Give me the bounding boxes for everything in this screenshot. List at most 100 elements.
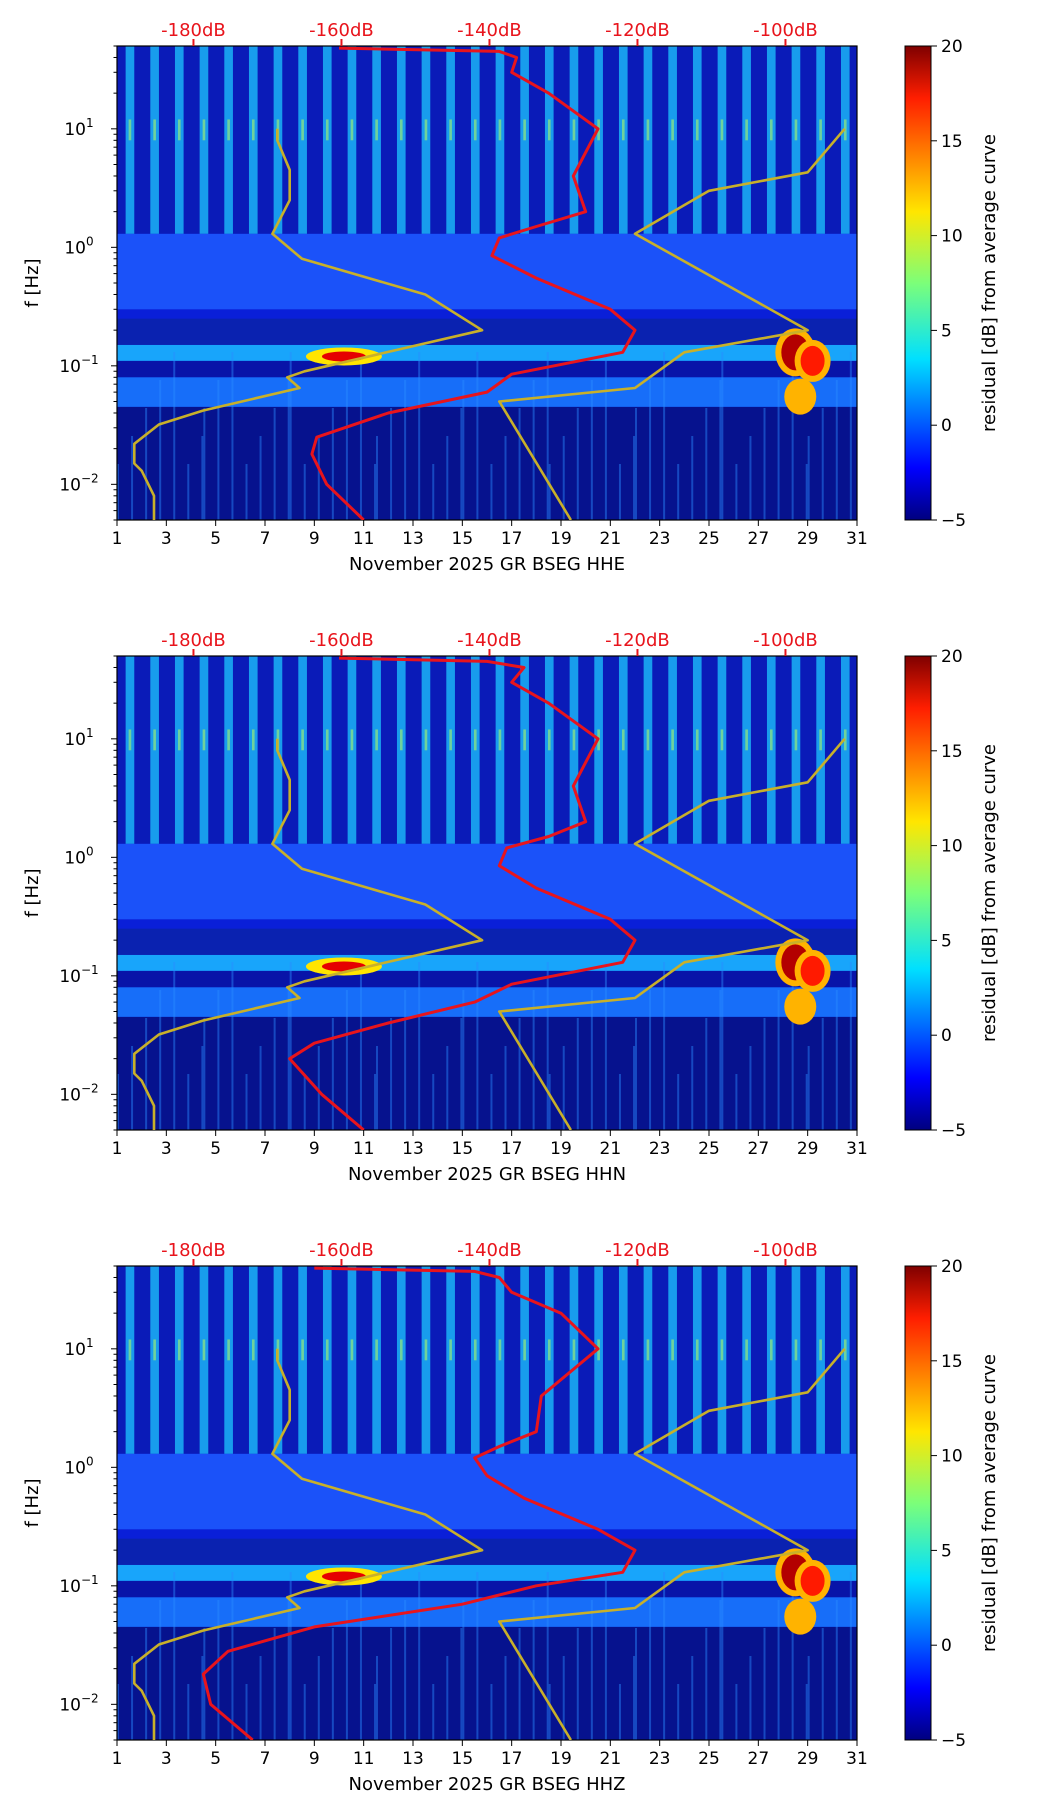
daily-stripe-core — [819, 119, 822, 141]
y-tick-exponent: −1 — [81, 963, 99, 977]
lp-streak — [805, 464, 808, 520]
colorbar-tick-label: 5 — [941, 1541, 952, 1561]
x-tick-label: 25 — [698, 1139, 720, 1159]
lp-streak — [649, 1600, 652, 1740]
db-tick-label: -180dB — [161, 20, 226, 41]
daily-stripe-core — [202, 119, 206, 141]
db-tick-label: -100dB — [753, 20, 818, 41]
x-tick-label: 9 — [309, 529, 320, 549]
x-tick-label: 17 — [501, 1139, 523, 1159]
median-psd-curve — [310, 46, 637, 520]
microseism-band — [117, 344, 857, 361]
lp-streak — [546, 1572, 549, 1740]
lp-streak — [763, 408, 766, 520]
x-tick-label: 29 — [797, 1139, 819, 1159]
mid-band — [117, 843, 857, 920]
lp-streak — [562, 1046, 565, 1130]
daily-stripe-core — [720, 729, 724, 751]
colorbar-gradient — [904, 1265, 932, 1741]
colorbar-tick-label: 20 — [941, 1257, 963, 1277]
daily-stripe-core — [375, 729, 378, 751]
lp-streak — [203, 408, 206, 520]
x-tick-label: 3 — [161, 1749, 172, 1769]
dark-band — [117, 928, 857, 955]
warm-patch-core — [321, 961, 366, 972]
daily-stripe-core — [251, 1339, 255, 1361]
y-tick-base: 10 — [59, 1085, 81, 1105]
lp-streak — [849, 962, 852, 1130]
x-tick-label: 1 — [112, 1139, 123, 1159]
daily-stripe-core — [350, 119, 354, 141]
daily-stripe-core — [375, 119, 378, 141]
daily-stripe-core — [498, 119, 502, 141]
y-tick-exponent: −1 — [81, 353, 99, 367]
daily-stripe-core — [523, 729, 526, 751]
colorbar-tick-label: 15 — [941, 742, 963, 762]
spectrogram-image — [117, 1266, 857, 1740]
x-tick-label: 11 — [353, 529, 375, 549]
x-tick-label: 23 — [649, 1139, 671, 1159]
lp-streak — [331, 1628, 334, 1740]
daily-stripe-core — [621, 1339, 625, 1361]
lp-streak — [446, 1046, 449, 1130]
daily-stripe-core — [547, 119, 551, 141]
db-tick-label: -140dB — [457, 20, 522, 41]
colorbar-tick-label: 5 — [941, 321, 952, 341]
daily-stripe-core — [153, 1339, 156, 1361]
daily-stripe-core — [153, 119, 156, 141]
daily-stripe-core — [424, 1339, 428, 1361]
y-tick-exponent: 0 — [86, 844, 94, 858]
lp-streak — [460, 408, 463, 520]
daily-stripe-core — [547, 729, 551, 751]
x-axis-label: November 2025 GR BSEG HHZ — [349, 1774, 626, 1795]
x-tick-label: 19 — [550, 529, 572, 549]
db-tick-label: -180dB — [161, 1240, 226, 1261]
daily-stripe-core — [399, 119, 403, 141]
daily-stripe-core — [251, 119, 255, 141]
daily-stripe-core — [301, 119, 304, 141]
microseism-band — [117, 954, 857, 971]
daily-stripe-core — [819, 1339, 822, 1361]
y-tick-label: 10−2 — [59, 471, 98, 495]
daily-stripe-core — [621, 119, 625, 141]
lp-streak — [705, 1018, 708, 1130]
lp-streak — [303, 1684, 306, 1740]
daily-stripe-core — [449, 729, 452, 751]
lp-streak — [131, 1046, 134, 1130]
x-tick-label: 17 — [501, 529, 523, 549]
colorbar-tick-label: 20 — [941, 37, 963, 57]
lp-streak — [635, 1628, 637, 1740]
x-tick-label: 21 — [600, 1749, 622, 1769]
lp-streak — [245, 1074, 248, 1130]
lp-streak — [805, 1074, 808, 1130]
db-tick-label: -120dB — [605, 1240, 670, 1261]
daily-stripe-core — [720, 119, 724, 141]
lp-streak — [677, 1684, 680, 1740]
colorbar-tick-label: 15 — [941, 132, 963, 152]
lp-streak — [390, 1018, 393, 1130]
lp-streak — [145, 1018, 148, 1130]
lp-streak — [376, 1656, 378, 1740]
lp-streak — [532, 380, 535, 520]
lp-streak — [303, 1074, 306, 1130]
y-tick-label: 10−2 — [59, 1691, 98, 1715]
lp-streak — [548, 464, 551, 520]
lp-streak — [390, 408, 393, 520]
lp-streak — [187, 464, 190, 520]
lp-streak — [476, 352, 479, 520]
x-tick-label: 1 — [112, 1749, 123, 1769]
x-tick-label: 25 — [698, 1749, 720, 1769]
lp-streak — [117, 464, 119, 520]
daily-stripe-core — [695, 729, 699, 751]
daily-stripe-core — [301, 1339, 304, 1361]
x-tick-label: 9 — [309, 1139, 320, 1159]
x-tick-label: 15 — [452, 1139, 474, 1159]
lp-streak — [201, 1656, 204, 1740]
lp-streak — [376, 1046, 378, 1130]
lp-streak — [835, 1600, 838, 1740]
daily-stripe-core — [399, 729, 403, 751]
lp-streak — [791, 962, 794, 1130]
x-tick-label: 15 — [452, 529, 474, 549]
lp-streak — [633, 1046, 636, 1130]
